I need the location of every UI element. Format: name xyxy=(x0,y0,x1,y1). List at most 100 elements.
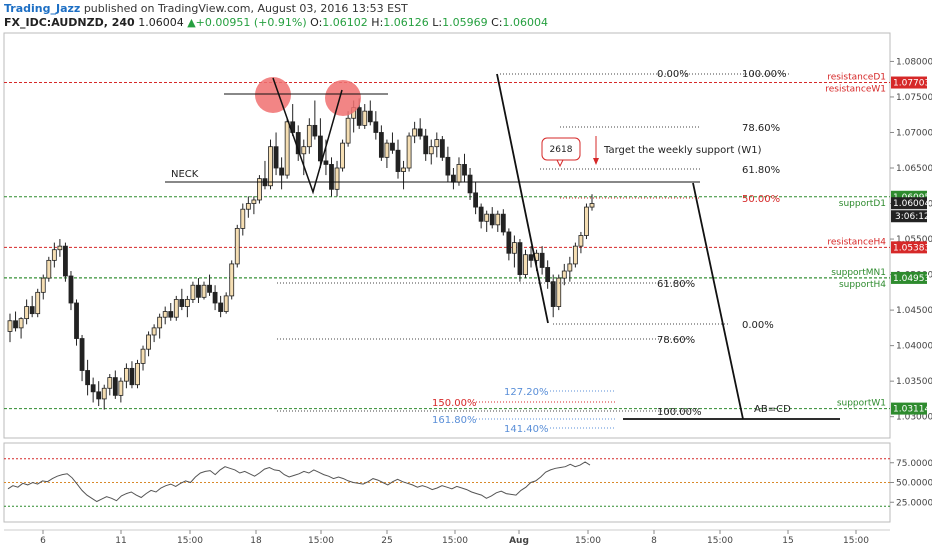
level-badge-supportW1 xyxy=(891,402,927,415)
price-tick-label: 1.04500 xyxy=(896,306,932,316)
level-label-resistanceW1: resistanceW1 xyxy=(825,85,886,95)
time-tick-label: 15:00 xyxy=(177,536,203,546)
candle-body xyxy=(207,284,212,293)
candle-body xyxy=(46,259,52,279)
time-tick-label: 15 xyxy=(782,536,793,546)
time-tick-label: 25 xyxy=(381,536,392,546)
price-tick-label: 1.04000 xyxy=(896,342,932,352)
candle-body xyxy=(517,242,523,275)
candle-body xyxy=(190,284,196,300)
symbol-header: FX_IDC:AUDNZD, 240 1.06004 ▲+0.00951 (+0… xyxy=(4,16,548,29)
abcd-leg-ab xyxy=(496,73,549,324)
countdown-badge xyxy=(891,210,927,223)
candle-body xyxy=(545,267,551,283)
candle-body xyxy=(129,367,135,386)
published-text: published on TradingView.com, August 03,… xyxy=(83,2,408,15)
level-label-supportH4: supportH4 xyxy=(839,280,886,290)
candle-body xyxy=(401,167,406,172)
author-name[interactable]: Trading_Jazz xyxy=(4,2,81,15)
candle-body xyxy=(29,306,35,315)
candle-body xyxy=(451,174,456,183)
time-tick-label: 15:00 xyxy=(442,536,468,546)
time-tick-label: 11 xyxy=(115,536,126,546)
level-badge-resistanceD1 xyxy=(891,76,927,89)
publish-header: Trading_Jazz published on TradingView.co… xyxy=(4,2,408,15)
candle-body xyxy=(356,107,362,126)
candle-body xyxy=(146,334,151,350)
callout-pointer xyxy=(556,159,564,168)
candle-body xyxy=(124,367,129,382)
level-label-resistanceD1: resistanceD1 xyxy=(827,73,886,83)
candle-body xyxy=(257,178,262,201)
candle-body xyxy=(24,306,30,320)
level-label-resistanceH4: resistanceH4 xyxy=(827,237,886,247)
candle-body xyxy=(306,124,312,148)
candle-body xyxy=(13,320,18,329)
candle-body xyxy=(439,139,445,158)
candle-body xyxy=(7,320,13,332)
candle-body xyxy=(268,146,273,187)
candle-body xyxy=(428,146,434,155)
current-price-badge xyxy=(891,197,927,210)
candle-body xyxy=(528,254,534,261)
candle-body xyxy=(107,377,113,389)
price-tick-label: 1.06500 xyxy=(896,164,932,174)
candle-body xyxy=(40,277,46,293)
candle-body xyxy=(589,203,595,208)
level-badge-text-resistanceD1: 1.07703 xyxy=(893,79,930,89)
countdown-text: 3:06:12 xyxy=(895,212,930,222)
candle-body xyxy=(473,192,479,208)
candle-body xyxy=(512,242,517,254)
candle-body xyxy=(179,299,185,307)
pattern-marker-left xyxy=(255,77,291,113)
high-label: H: xyxy=(371,16,384,29)
candle-body xyxy=(445,156,451,176)
fib-label: 141.40% xyxy=(504,424,549,435)
candle-body xyxy=(345,117,351,144)
callout-number: 2618 xyxy=(550,145,573,155)
candle-body xyxy=(85,370,90,386)
rsi-tick-label: 25.0000 xyxy=(896,498,932,508)
candle-body xyxy=(57,245,63,251)
level-badge-text-resistanceH4: 1.05383 xyxy=(893,243,930,253)
candle-body xyxy=(112,377,118,396)
target-text: Target the weekly support (W1) xyxy=(603,145,762,156)
candle-body xyxy=(478,206,484,222)
price-pane-border xyxy=(3,32,891,439)
candle-body xyxy=(245,203,251,210)
neck-label: NECK xyxy=(171,169,199,180)
level-label-supportD1: supportD1 xyxy=(839,199,886,209)
candle-body xyxy=(63,245,68,277)
high-value: 1.06126 xyxy=(383,16,429,29)
time-tick-label: 15:00 xyxy=(575,536,601,546)
candle-body xyxy=(384,142,390,158)
candle-body xyxy=(223,295,229,312)
level-badge-text-supportW1: 1.03114 xyxy=(893,405,930,415)
price-tick-label: 1.07000 xyxy=(896,128,932,138)
candle-body xyxy=(456,164,462,183)
fib-label: 127.20% xyxy=(504,387,549,398)
level-badge-supportMN1 xyxy=(891,271,927,284)
candle-body xyxy=(539,252,545,268)
candle-body xyxy=(251,199,257,204)
candle-body xyxy=(390,142,395,151)
candle-body xyxy=(151,327,157,336)
fib-label: 61.80% xyxy=(742,165,780,176)
candle-body xyxy=(68,275,74,304)
rsi-tick-label: 50.0000 xyxy=(896,479,932,489)
candle-body xyxy=(495,213,501,226)
candle-body xyxy=(506,231,512,254)
candle-body xyxy=(378,132,384,158)
fib-label: 161.80% xyxy=(432,415,477,426)
candle-body xyxy=(523,254,528,275)
candle-body xyxy=(434,139,440,148)
candle-body xyxy=(561,270,567,279)
candle-body xyxy=(196,284,201,298)
last-price: 1.06004 xyxy=(138,16,184,29)
candle-body xyxy=(406,135,412,169)
time-tick-label: 6 xyxy=(40,536,46,546)
price-tick-label: 1.03000 xyxy=(896,413,932,423)
low-label: L: xyxy=(432,16,443,29)
candle-body xyxy=(417,128,423,137)
